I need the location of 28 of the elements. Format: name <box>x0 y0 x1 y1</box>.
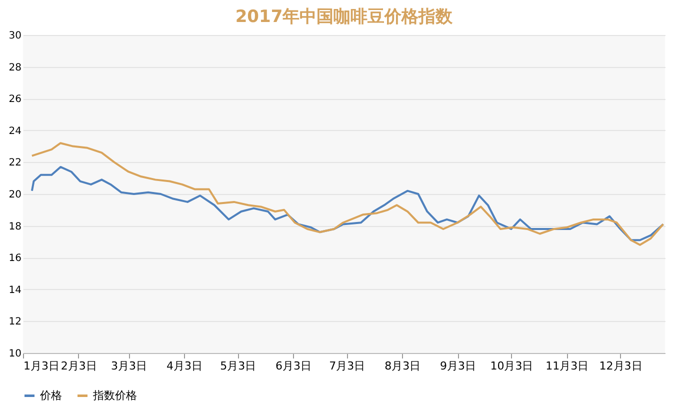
y-tick-label: 22 <box>8 158 22 169</box>
chart-title: 2017年中国咖啡豆价格指数 <box>235 7 454 27</box>
line-series <box>30 142 664 246</box>
x-tick-label: 12月3日 <box>599 360 642 372</box>
y-tick-label: 16 <box>8 253 22 264</box>
y-tick-label: 26 <box>8 94 22 106</box>
y-tick-label: 12 <box>8 316 22 328</box>
x-tick-label: 7月3日 <box>329 360 366 372</box>
y-tick-label: 20 <box>8 190 22 200</box>
y-tick-label: 18 <box>8 221 22 232</box>
x-tick-label: 10月3日 <box>490 360 534 372</box>
y-tick-label: 24 <box>8 126 22 137</box>
x-tick-label: 9月3日 <box>440 360 476 372</box>
y-tick-label: 10 <box>8 348 22 360</box>
legend-label: 指数价格 <box>92 388 137 402</box>
x-tick-label: 6月3日 <box>276 360 312 372</box>
y-tick-label: 14 <box>8 284 22 296</box>
x-tick-label: 5月3日 <box>220 360 256 372</box>
line-series <box>30 166 664 242</box>
x-tick-label: 11月3日 <box>546 360 589 372</box>
y-tick-label: 28 <box>8 62 22 74</box>
x-tick-label: 1月3日 <box>24 360 60 372</box>
x-tick-label: 2月3日 <box>60 360 97 372</box>
y-tick-label: 30 <box>8 30 22 42</box>
x-tick-label: 8月3日 <box>384 360 421 372</box>
x-tick-label: 4月3日 <box>166 360 202 372</box>
x-tick-label: 3月3日 <box>111 360 148 372</box>
legend-label: 价格 <box>39 388 62 402</box>
